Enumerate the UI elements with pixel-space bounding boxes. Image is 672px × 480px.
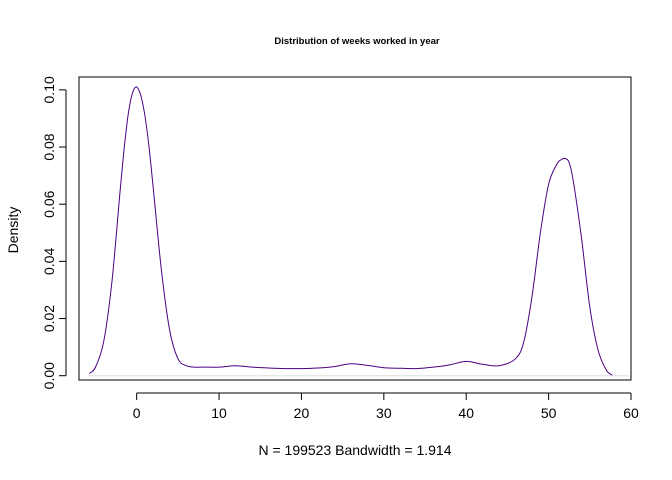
x-tick-label: 10 xyxy=(211,405,227,421)
x-tick-label: 50 xyxy=(541,405,557,421)
y-tick-label: 0.08 xyxy=(41,133,57,160)
x-tick-label: 60 xyxy=(623,405,639,421)
x-axis-label: N = 199523 Bandwidth = 1.914 xyxy=(258,442,451,458)
y-axis-label: Density xyxy=(5,207,21,254)
density-curve xyxy=(89,86,613,376)
y-tick-label: 0.04 xyxy=(41,248,57,275)
y-tick-label: 0.10 xyxy=(41,76,57,103)
x-tick-label: 30 xyxy=(376,405,392,421)
y-tick-label: 0.02 xyxy=(41,305,57,332)
y-tick-label: 0.00 xyxy=(41,362,57,389)
x-axis: 0 10 20 30 40 50 60 xyxy=(133,392,639,421)
x-tick-label: 40 xyxy=(458,405,474,421)
x-tick-label: 0 xyxy=(133,405,141,421)
chart-title: Distribution of weeks worked in year xyxy=(274,36,440,47)
x-tick-label: 20 xyxy=(294,405,310,421)
y-tick-label: 0.06 xyxy=(41,190,57,217)
plot-frame xyxy=(78,76,632,381)
y-axis: 0.00 0.02 0.04 0.06 0.08 0.10 xyxy=(41,76,67,389)
